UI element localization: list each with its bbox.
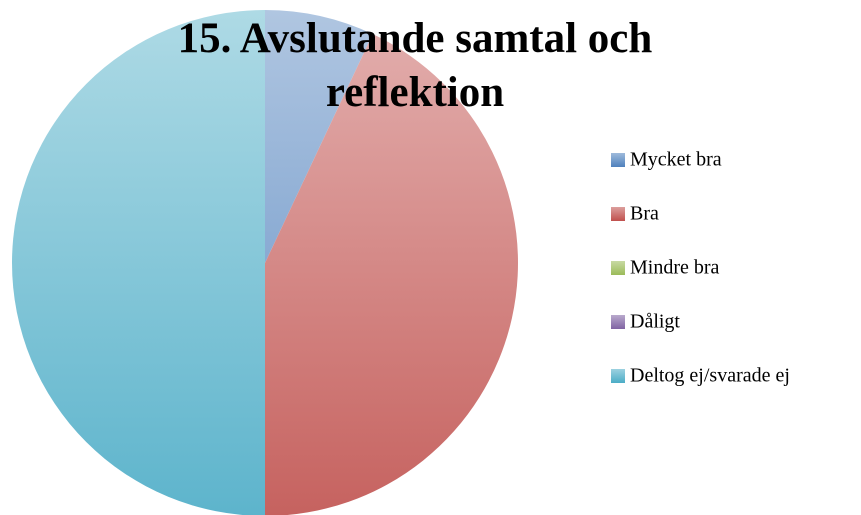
legend-swatch: [611, 315, 625, 329]
legend-swatch: [611, 153, 625, 167]
pie-slice: [265, 10, 373, 263]
chart-title: 15. Avslutande samtal och reflektion: [178, 15, 653, 116]
legend-swatch: [611, 261, 625, 275]
legend: Mycket bra Bra Mindre bra Dåligt Deltog ej/s…: [611, 149, 790, 387]
legend-label: Mindre bra: [630, 257, 720, 279]
legend-swatch: [611, 369, 625, 383]
legend-label: Dåligt: [630, 311, 680, 333]
pie-slice: [12, 10, 265, 515]
chart-title-line: reflektion: [326, 69, 504, 116]
pie-slice: [265, 34, 518, 515]
chart-title-line: 15. Avslutande samtal och: [178, 15, 653, 62]
legend-label: Bra: [630, 203, 659, 225]
legend-label: Mycket bra: [630, 149, 722, 171]
legend-swatch: [611, 207, 625, 221]
legend-label: Deltog ej/svarade ej: [630, 365, 790, 387]
pie: [12, 10, 518, 515]
